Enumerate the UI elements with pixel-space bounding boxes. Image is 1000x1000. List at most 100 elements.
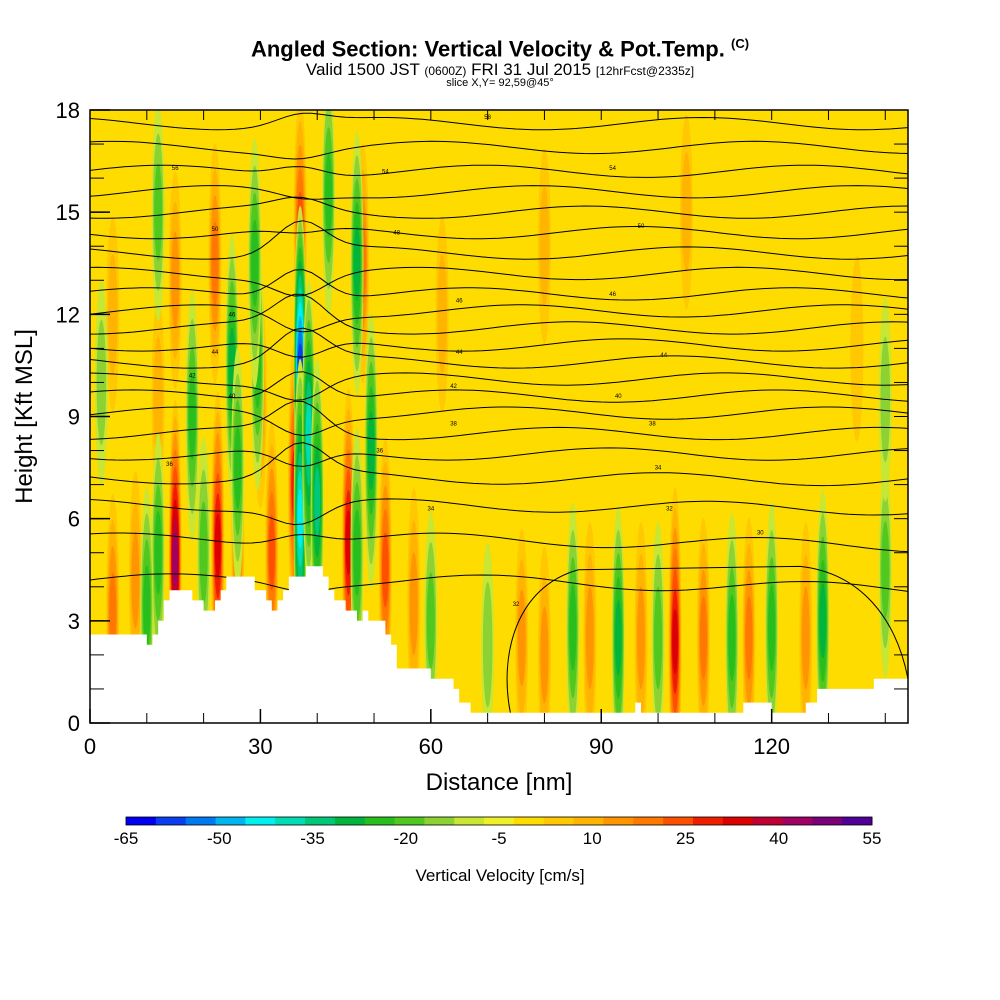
isentrope-label-13: 42: [189, 374, 196, 380]
isentrope-label-20: 36: [376, 449, 383, 455]
isentrope-label-15: 40: [229, 394, 236, 400]
isentrope-20: [90, 140, 908, 160]
isentrope-label-8: 46: [456, 299, 463, 305]
y-tick-label: 12: [56, 302, 80, 327]
chart-title: Angled Section: Vertical Velocity & Pot.…: [250, 36, 750, 62]
colorbar-swatch: [513, 817, 545, 825]
colorbar-tick-label: -5: [491, 829, 506, 848]
x-tick-label: 90: [589, 734, 613, 759]
isentrope-label-23: 32: [666, 506, 673, 512]
isentrope-label-6: 50: [638, 224, 645, 230]
downdraft-core-45: [322, 110, 336, 316]
downdraft-core-44: [350, 131, 364, 395]
updraft-core-11: [515, 529, 529, 723]
colorbar-swatch: [663, 817, 694, 825]
updraft-core-17: [742, 517, 756, 723]
isentrope-9: [90, 327, 908, 369]
colorbar-swatch: [364, 817, 396, 825]
isentrope-label-16: 40: [615, 394, 622, 400]
isentrope-15: [90, 220, 908, 260]
isentrope-label-17: 38: [450, 421, 457, 427]
colorbar-swatch: [752, 817, 783, 825]
x-tick-label: 60: [419, 734, 443, 759]
downdraft-core-39: [185, 291, 199, 542]
updraft-core-29: [106, 216, 120, 412]
updraft-core-18: [799, 522, 813, 723]
isentrope-label-1: 56: [172, 166, 179, 172]
y-tick-label: 6: [68, 507, 80, 532]
isentrope-5: [90, 400, 908, 441]
x-axis-label: Distance [nm]: [426, 769, 573, 796]
downdraft-core-56: [481, 542, 495, 723]
y-tick-label: 18: [56, 98, 80, 123]
downdraft-core-49: [651, 522, 665, 723]
y-tick-label: 0: [68, 711, 80, 736]
colorbar-tick-label: -50: [207, 829, 232, 848]
isentrope-label-7: 46: [229, 312, 236, 318]
colorbar-swatch: [722, 817, 754, 825]
isentrope-4: [90, 447, 908, 467]
updraft-core-14: [634, 522, 648, 723]
colorbar-swatch: [603, 817, 634, 825]
updraft-core-26: [537, 148, 551, 344]
isentrope-label-12: 44: [660, 353, 667, 359]
updraft-core-15: [668, 487, 682, 723]
isentrope-21: [90, 112, 908, 131]
colorbar-tick-label: -65: [114, 829, 139, 848]
updraft-core-13: [583, 522, 597, 723]
isentrope-label-22: 34: [427, 506, 434, 512]
downdraft-core-51: [765, 503, 779, 723]
y-tick-label: 9: [68, 405, 80, 430]
isentrope-label-25: 32: [513, 602, 520, 608]
isentrope-11: [90, 293, 908, 335]
colorbar-swatch: [334, 817, 366, 825]
slice-label: slice X,Y= 92,59@45°: [446, 77, 554, 89]
isentrope-19: [90, 164, 908, 178]
downdraft-core-47: [566, 503, 580, 723]
colorbar-swatch: [155, 817, 187, 825]
colorbar-swatch: [842, 817, 873, 825]
y-axis-label: Height [Kft MSL]: [11, 329, 38, 504]
y-tick-label: 3: [68, 609, 80, 634]
colorbar-swatch: [185, 817, 217, 825]
isentrope-3: [90, 442, 908, 487]
chart-subtitle: Valid 1500 JST (0600Z) FRI 31 Jul 2015 […: [305, 60, 695, 79]
downdraft-core-43: [248, 138, 262, 388]
terrain: [90, 566, 908, 723]
x-tick-label: 30: [248, 734, 272, 759]
downdraft-core-57: [424, 512, 438, 723]
x-tick-label: 0: [84, 734, 96, 759]
colorbar-swatch: [692, 817, 724, 825]
velocity-field: 5856545450485046464644444442424040383836…: [90, 110, 908, 723]
downdraft-core-50: [725, 513, 739, 723]
isentrope-label-14: 42: [450, 384, 457, 390]
colorbar-tick-label: 40: [769, 829, 788, 848]
updraft-core-28: [850, 255, 864, 442]
isentrope-label-21: 34: [655, 466, 662, 472]
colorbar-swatch: [126, 817, 157, 825]
isentrope-label-3: 54: [609, 166, 616, 172]
low-level-contour: [506, 565, 908, 713]
isentrope-label-2: 54: [382, 169, 389, 175]
colorbar-swatch: [245, 817, 276, 825]
downdraft-core-53: [878, 460, 892, 679]
updraft-core-20: [208, 143, 222, 384]
isentrope-label-5: 48: [393, 231, 400, 237]
colorbar-swatch: [275, 817, 306, 825]
isentrope-6: [90, 406, 908, 437]
colorbar-swatch: [394, 817, 425, 825]
colorbar-tick-label: -20: [393, 829, 418, 848]
isentrope-label-4: 50: [212, 227, 219, 233]
colorbar-tick-label: 10: [583, 829, 602, 848]
downdraft-core-52: [816, 489, 830, 723]
isentrope-12: [90, 304, 908, 333]
updraft-core-19: [168, 171, 182, 390]
isentrope-1: [90, 532, 908, 553]
isentrope-10: [90, 338, 908, 358]
y-tick-label: 15: [56, 200, 80, 225]
isentrope-label-9: 46: [609, 292, 616, 298]
colorbar-tick-label: -35: [300, 829, 325, 848]
colorbar-label: Vertical Velocity [cm/s]: [415, 866, 584, 885]
colorbar-swatch: [543, 817, 575, 825]
